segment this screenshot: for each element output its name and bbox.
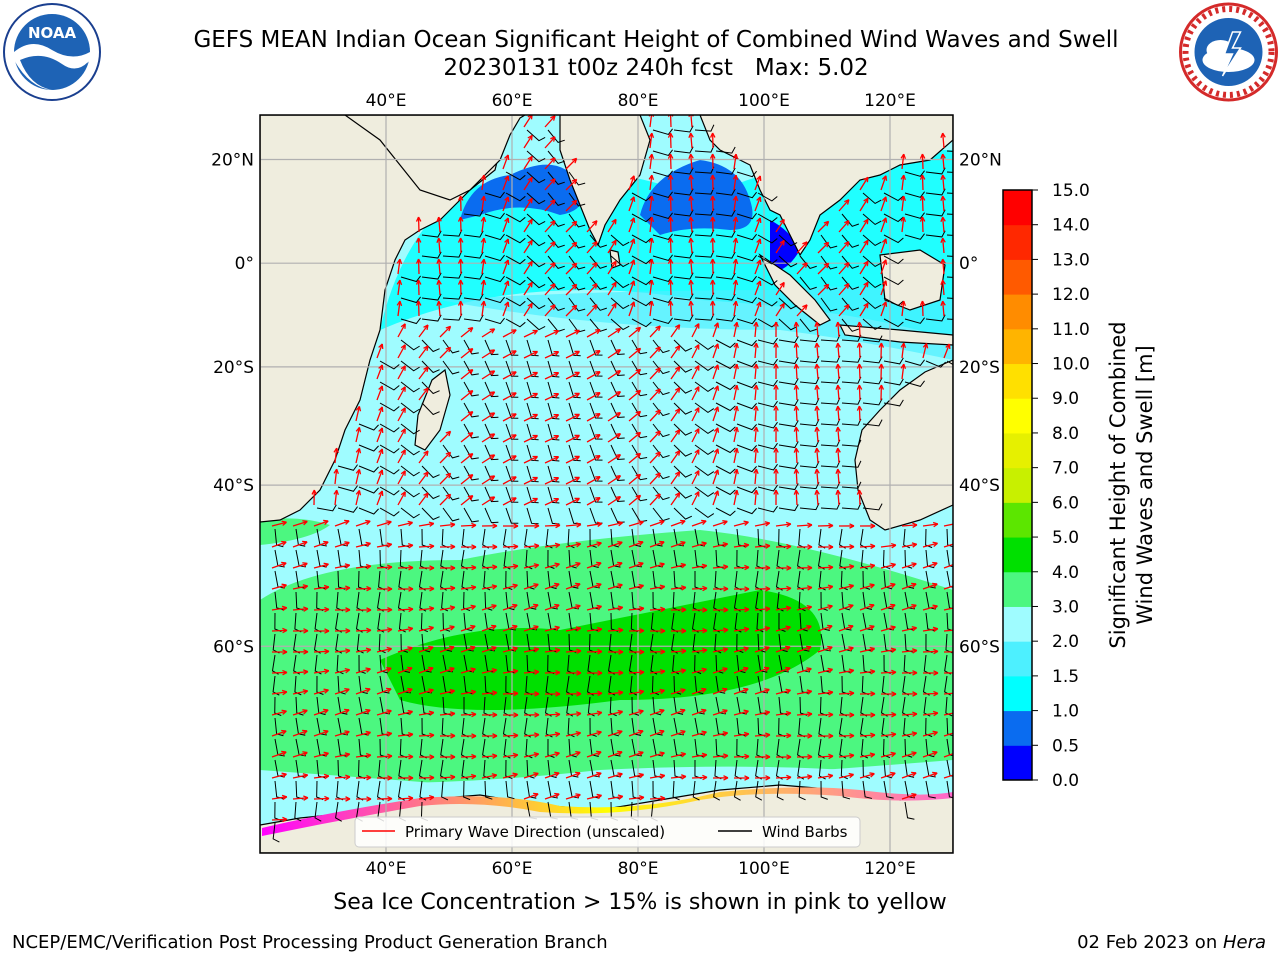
colorbar-tick-label: 14.0 [1052, 216, 1090, 236]
colorbar-segment [1003, 676, 1032, 711]
wave-arrow-head [954, 691, 959, 695]
credit-host: Hera [1223, 932, 1266, 953]
wave-arrow-head [954, 628, 959, 632]
lat-tick-left: 0° [235, 254, 254, 274]
lat-tick-left: 20°S [213, 358, 254, 378]
lat-tick-left: 60°S [213, 637, 254, 657]
lon-tick-bottom: 40°E [366, 859, 407, 879]
wave-arrow-head [953, 751, 958, 755]
lat-tick-right: 20°S [959, 358, 1000, 378]
colorbar-segment [1003, 641, 1032, 676]
lat-tick-left: 40°S [213, 476, 254, 496]
map-legend: Primary Wave Direction (unscaled) Wind B… [355, 817, 860, 847]
lon-tick-top: 40°E [366, 91, 407, 111]
wave-arrow-head [953, 562, 958, 566]
colorbar-segment [1003, 329, 1032, 364]
colorbar-tick-label: 4.0 [1052, 563, 1079, 583]
colorbar-segment [1003, 190, 1032, 225]
wave-arrow-head [954, 522, 959, 526]
credit-right: 02 Feb 2023 on Hera [1077, 932, 1266, 953]
map-field [260, 112, 966, 853]
colorbar-tick-label: 15.0 [1052, 181, 1090, 201]
lon-tick-top: 100°E [738, 91, 790, 111]
lat-tick-right: 20°N [959, 151, 1002, 171]
colorbar-tick-label: 1.5 [1052, 667, 1079, 687]
lat-tick-right: 40°S [959, 476, 1000, 496]
wave-arrow-head [954, 671, 959, 675]
colorbar: 0.0 0.5 1.0 1.5 2.0 3.0 4.0 5.0 6.0 7.0 8.0 9.0 10.0… [1003, 181, 1090, 791]
colorbar-segment [1003, 745, 1032, 780]
wave-arrow-head [954, 606, 959, 610]
colorbar-segment [1003, 259, 1032, 294]
colorbar-tick-label: 0.5 [1052, 736, 1079, 756]
lon-tick-bottom: 80°E [618, 859, 659, 879]
colorbar-segment [1003, 364, 1032, 399]
credit-date: 02 Feb 2023 on [1077, 932, 1223, 953]
lon-tick-bottom: 120°E [864, 859, 916, 879]
colorbar-segment [1003, 502, 1032, 537]
lat-tick-right: 0° [959, 254, 978, 274]
lon-tick-top: 80°E [618, 91, 659, 111]
colorbar-segment [1003, 468, 1032, 503]
colorbar-tick-label: 2.0 [1052, 632, 1079, 652]
colorbar-tick-label: 10.0 [1052, 355, 1090, 375]
wave-arrow-head [954, 711, 959, 715]
wave-arrow [776, 546, 791, 547]
colorbar-tick-label: 3.0 [1052, 597, 1079, 617]
colorbar-segment [1003, 711, 1032, 746]
colorbar-segment [1003, 606, 1032, 641]
colorbar-tick-label: 0.0 [1052, 771, 1079, 791]
credit-left: NCEP/EMC/Verification Post Processing Pr… [12, 932, 608, 953]
lon-tick-top: 60°E [492, 91, 533, 111]
wave-arrow [692, 630, 707, 631]
wave-arrow-head [953, 542, 958, 546]
lat-tick-left: 20°N [211, 151, 254, 171]
legend-wave-label: Primary Wave Direction (unscaled) [405, 823, 665, 841]
colorbar-tick-label: 9.0 [1052, 389, 1079, 409]
colorbar-tick-label: 6.0 [1052, 493, 1079, 513]
wave-arrow [461, 756, 476, 757]
colorbar-tick-label: 12.0 [1052, 285, 1090, 305]
colorbar-tick-label: 1.0 [1052, 702, 1079, 722]
colorbar-segment [1003, 537, 1032, 572]
colorbar-segment [1003, 433, 1032, 468]
colorbar-segment [1003, 294, 1032, 329]
colorbar-tick-label: 8.0 [1052, 424, 1079, 444]
wave-arrow-head [953, 773, 958, 777]
colorbar-tick-label: 7.0 [1052, 459, 1079, 479]
wave-arrow [545, 672, 560, 673]
colorbar-segment [1003, 225, 1032, 260]
wave-arrow-head [953, 731, 958, 735]
wave-arrow [923, 693, 938, 694]
colorbar-label-line-1: Significant Height of Combined [1106, 321, 1130, 648]
colorbar-tick-label: 5.0 [1052, 528, 1079, 548]
sea-ice-note: Sea Ice Concentration > 15% is shown in … [0, 890, 1280, 915]
colorbar-label: Significant Height of Combined Wind Wave… [1106, 321, 1157, 648]
lon-tick-top: 120°E [864, 91, 916, 111]
colorbar-tick-label: 13.0 [1052, 250, 1090, 270]
lat-tick-right: 60°S [959, 637, 1000, 657]
legend-barb-label: Wind Barbs [762, 823, 848, 841]
colorbar-segment [1003, 398, 1032, 433]
colorbar-label-line-2: Wind Waves and Swell [m] [1133, 345, 1157, 625]
lon-tick-bottom: 60°E [492, 859, 533, 879]
colorbar-segment [1003, 572, 1032, 607]
wave-arrow-head [953, 584, 958, 588]
lon-tick-bottom: 100°E [738, 859, 790, 879]
wave-arrow [314, 798, 329, 799]
colorbar-tick-label: 11.0 [1052, 320, 1090, 340]
